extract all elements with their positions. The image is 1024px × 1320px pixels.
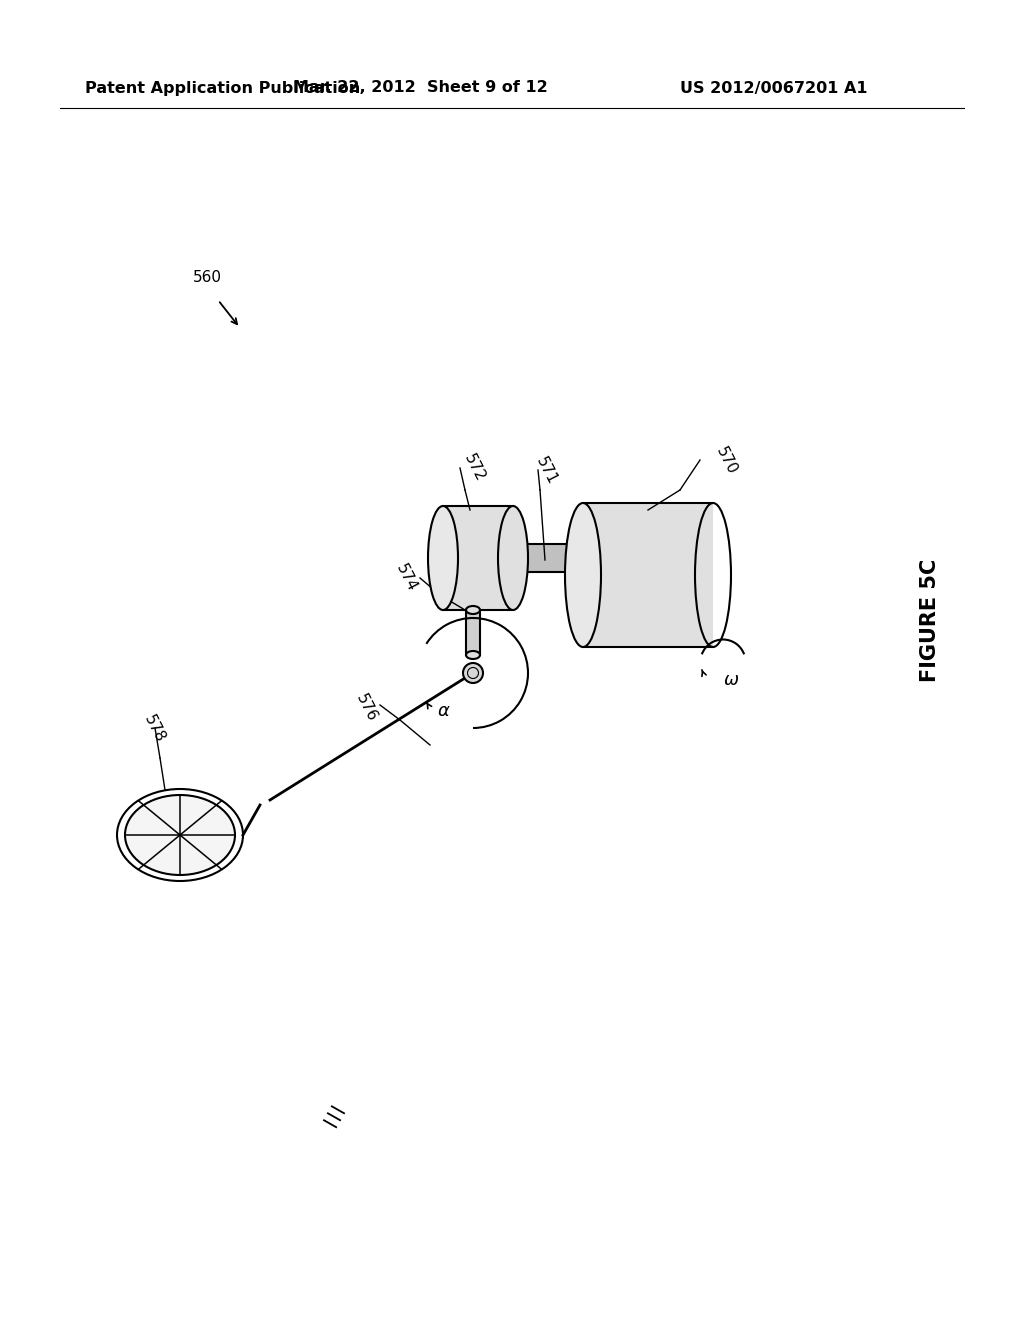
Polygon shape	[583, 503, 713, 647]
Text: 571: 571	[534, 454, 560, 487]
Text: 570: 570	[714, 445, 739, 477]
Text: Patent Application Publication: Patent Application Publication	[85, 81, 360, 95]
Text: US 2012/0067201 A1: US 2012/0067201 A1	[680, 81, 867, 95]
Text: 578: 578	[141, 713, 168, 744]
Text: Mar. 22, 2012  Sheet 9 of 12: Mar. 22, 2012 Sheet 9 of 12	[293, 81, 548, 95]
Circle shape	[463, 663, 483, 682]
Text: ω: ω	[723, 671, 738, 689]
Polygon shape	[466, 610, 480, 655]
Text: α: α	[437, 702, 449, 719]
Text: 574: 574	[393, 561, 420, 594]
Polygon shape	[443, 506, 513, 610]
Text: 572: 572	[462, 451, 487, 484]
Ellipse shape	[428, 506, 458, 610]
Ellipse shape	[466, 606, 480, 614]
Text: 560: 560	[193, 271, 222, 285]
Ellipse shape	[125, 795, 234, 875]
Polygon shape	[513, 544, 583, 572]
Ellipse shape	[466, 651, 480, 659]
Ellipse shape	[498, 506, 528, 610]
Text: FIGURE 5C: FIGURE 5C	[920, 558, 940, 681]
Ellipse shape	[565, 503, 601, 647]
Text: 576: 576	[353, 692, 380, 725]
